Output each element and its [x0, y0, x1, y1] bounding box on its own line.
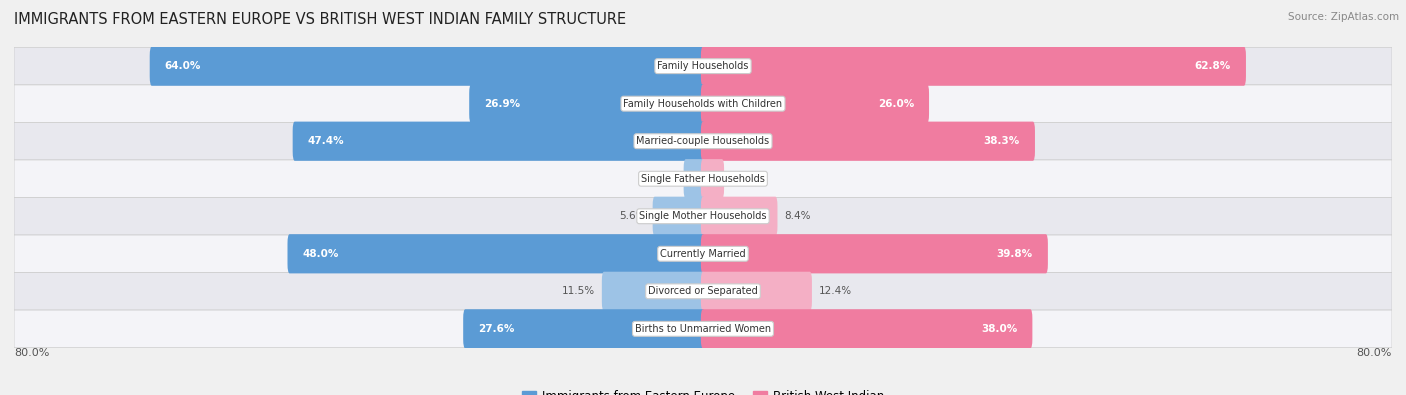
- Text: 8.4%: 8.4%: [785, 211, 810, 221]
- FancyBboxPatch shape: [14, 160, 1392, 198]
- FancyBboxPatch shape: [700, 234, 1047, 273]
- FancyBboxPatch shape: [149, 47, 706, 86]
- FancyBboxPatch shape: [700, 159, 724, 198]
- FancyBboxPatch shape: [652, 197, 706, 236]
- Text: Single Mother Households: Single Mother Households: [640, 211, 766, 221]
- Text: Family Households: Family Households: [658, 61, 748, 71]
- Text: 27.6%: 27.6%: [478, 324, 515, 334]
- Text: Births to Unmarried Women: Births to Unmarried Women: [636, 324, 770, 334]
- Text: 26.9%: 26.9%: [484, 99, 520, 109]
- Text: 80.0%: 80.0%: [1357, 348, 1392, 357]
- FancyBboxPatch shape: [470, 84, 706, 123]
- Text: 38.3%: 38.3%: [984, 136, 1019, 146]
- Text: Divorced or Separated: Divorced or Separated: [648, 286, 758, 296]
- FancyBboxPatch shape: [683, 159, 706, 198]
- Text: Married-couple Households: Married-couple Households: [637, 136, 769, 146]
- Text: 80.0%: 80.0%: [14, 348, 49, 357]
- Text: 48.0%: 48.0%: [302, 249, 339, 259]
- FancyBboxPatch shape: [14, 273, 1392, 310]
- FancyBboxPatch shape: [14, 85, 1392, 122]
- FancyBboxPatch shape: [602, 272, 706, 311]
- FancyBboxPatch shape: [700, 272, 811, 311]
- Text: Source: ZipAtlas.com: Source: ZipAtlas.com: [1288, 12, 1399, 22]
- Text: 2.2%: 2.2%: [731, 174, 756, 184]
- Text: Family Households with Children: Family Households with Children: [623, 99, 783, 109]
- FancyBboxPatch shape: [14, 310, 1392, 348]
- Text: 26.0%: 26.0%: [877, 99, 914, 109]
- FancyBboxPatch shape: [463, 309, 706, 348]
- FancyBboxPatch shape: [700, 309, 1032, 348]
- FancyBboxPatch shape: [14, 122, 1392, 160]
- Text: IMMIGRANTS FROM EASTERN EUROPE VS BRITISH WEST INDIAN FAMILY STRUCTURE: IMMIGRANTS FROM EASTERN EUROPE VS BRITIS…: [14, 12, 626, 27]
- FancyBboxPatch shape: [292, 122, 706, 161]
- Text: 5.6%: 5.6%: [620, 211, 647, 221]
- FancyBboxPatch shape: [700, 197, 778, 236]
- Text: 2.0%: 2.0%: [651, 174, 678, 184]
- FancyBboxPatch shape: [14, 47, 1392, 85]
- Text: 62.8%: 62.8%: [1195, 61, 1230, 71]
- FancyBboxPatch shape: [700, 47, 1246, 86]
- FancyBboxPatch shape: [287, 234, 706, 273]
- FancyBboxPatch shape: [14, 235, 1392, 273]
- Text: 39.8%: 39.8%: [997, 249, 1033, 259]
- Text: Currently Married: Currently Married: [661, 249, 745, 259]
- Text: 47.4%: 47.4%: [308, 136, 344, 146]
- Text: 12.4%: 12.4%: [818, 286, 852, 296]
- FancyBboxPatch shape: [700, 122, 1035, 161]
- Text: 11.5%: 11.5%: [562, 286, 595, 296]
- Text: Single Father Households: Single Father Households: [641, 174, 765, 184]
- FancyBboxPatch shape: [700, 84, 929, 123]
- Legend: Immigrants from Eastern Europe, British West Indian: Immigrants from Eastern Europe, British …: [517, 385, 889, 395]
- Text: 64.0%: 64.0%: [165, 61, 201, 71]
- Text: 38.0%: 38.0%: [981, 324, 1018, 334]
- FancyBboxPatch shape: [14, 198, 1392, 235]
